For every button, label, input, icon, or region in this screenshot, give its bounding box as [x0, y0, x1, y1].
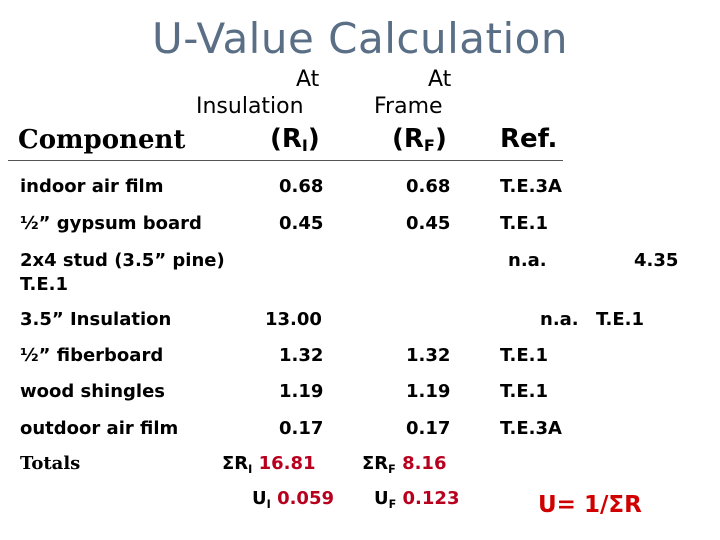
header-frame-line1: At: [428, 67, 452, 92]
row-insulation: 1.32: [279, 345, 324, 366]
row-component: ½” fiberboard: [20, 345, 164, 366]
row-component: wood shingles: [20, 381, 166, 402]
row-insulation: n.a.: [508, 250, 547, 271]
row-component: indoor air film: [20, 176, 164, 197]
row-insulation: 13.00: [265, 309, 322, 330]
row-insulation: 1.19: [279, 381, 324, 402]
row-frame: 1.19: [406, 381, 451, 402]
insulation-subscript: I: [301, 136, 308, 155]
sum-ri-subscript: I: [248, 463, 253, 476]
u-insulation: UI 0.059: [252, 488, 334, 511]
uf-prefix: U: [374, 488, 389, 509]
insulation-symbol: R: [281, 124, 302, 154]
row-ref: T.E.3A: [500, 176, 562, 197]
row-ref: T.E.3A: [500, 418, 562, 439]
row-component: 3.5” Insulation: [20, 309, 172, 330]
sum-ri-value: 16.81: [258, 453, 316, 474]
sum-rf: ΣRF 8.16: [362, 453, 446, 476]
header-frame-line2: Frame: [374, 94, 443, 119]
u-frame: UF 0.123: [374, 488, 459, 511]
ui-prefix: U: [252, 488, 267, 509]
row-component: outdoor air film: [20, 418, 179, 439]
row-frame: n.a.: [540, 309, 579, 330]
ui-subscript: I: [266, 498, 271, 511]
row-ref: T.E.1: [500, 213, 549, 234]
header-insulation-symbol: (RI): [270, 124, 320, 155]
sum-ri-prefix: ΣR: [222, 453, 249, 474]
header-frame-symbol: (RF): [392, 124, 447, 155]
row-component-line2: T.E.1: [20, 274, 69, 295]
ui-value: 0.059: [277, 488, 334, 509]
row-frame: 0.68: [406, 176, 451, 197]
uf-value: 0.123: [402, 488, 460, 509]
sum-rf-prefix: ΣR: [362, 453, 389, 474]
row-frame: 4.35: [634, 250, 679, 271]
header-component: Component: [18, 125, 186, 155]
row-component: ½” gypsum board: [20, 213, 202, 234]
row-insulation: 0.17: [279, 418, 324, 439]
row-ref: T.E.1: [500, 345, 549, 366]
uf-subscript: F: [388, 498, 397, 511]
sum-ri: ΣRI 16.81: [222, 453, 316, 476]
frame-subscript: F: [423, 136, 435, 155]
sum-rf-value: 8.16: [402, 453, 447, 474]
row-ref: T.E.1: [500, 381, 549, 402]
u-formula: U= 1/ΣR: [538, 492, 642, 518]
row-ref: T.E.1: [596, 309, 645, 330]
row-insulation: 0.45: [279, 213, 324, 234]
row-frame: 1.32: [406, 345, 451, 366]
frame-symbol: R: [403, 124, 424, 154]
header-insulation-line1: At: [296, 67, 320, 92]
header-ref: Ref.: [500, 124, 558, 154]
row-component-line1: 2x4 stud (3.5” pine): [20, 250, 225, 271]
row-frame: 0.45: [406, 213, 451, 234]
row-insulation: 0.68: [279, 176, 324, 197]
header-divider: [8, 160, 563, 161]
row-frame: 0.17: [406, 418, 451, 439]
header-insulation-line2: Insulation: [196, 94, 304, 119]
page-title: U-Value Calculation: [152, 14, 568, 63]
totals-label: Totals: [20, 453, 81, 474]
sum-rf-subscript: F: [388, 463, 396, 476]
